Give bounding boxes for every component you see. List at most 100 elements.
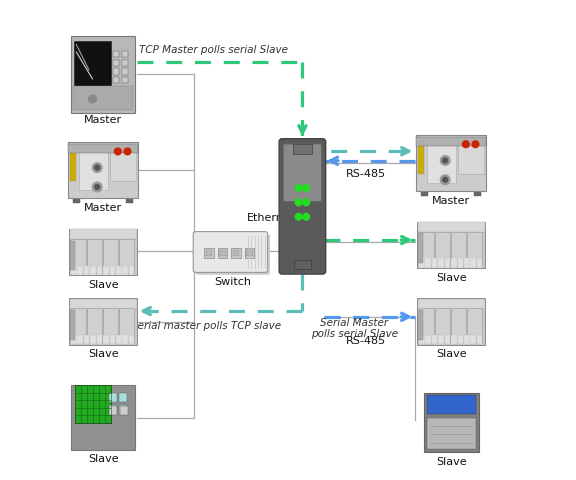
Circle shape xyxy=(303,185,310,192)
Bar xyxy=(218,248,228,258)
Bar xyxy=(71,239,86,274)
Bar xyxy=(109,145,136,181)
Bar xyxy=(70,310,75,340)
Bar xyxy=(438,335,444,345)
Bar xyxy=(87,308,102,343)
Bar xyxy=(457,258,463,268)
Bar xyxy=(418,299,485,309)
Circle shape xyxy=(303,214,310,220)
Bar xyxy=(451,258,457,268)
Circle shape xyxy=(89,95,96,103)
FancyBboxPatch shape xyxy=(283,144,321,202)
Bar xyxy=(113,69,119,75)
Bar xyxy=(69,144,138,154)
Bar xyxy=(116,335,122,345)
Bar xyxy=(435,308,450,343)
Bar xyxy=(426,258,431,268)
Text: Switch: Switch xyxy=(214,277,251,287)
Bar xyxy=(123,266,128,275)
Bar xyxy=(427,418,476,449)
Bar xyxy=(79,145,108,190)
Bar xyxy=(113,51,119,58)
Bar xyxy=(477,258,483,268)
Bar xyxy=(419,335,425,345)
Circle shape xyxy=(441,175,450,185)
Bar xyxy=(119,308,134,343)
Bar xyxy=(70,151,75,181)
Bar xyxy=(120,407,128,415)
Bar xyxy=(109,405,117,414)
Bar xyxy=(90,266,96,275)
FancyBboxPatch shape xyxy=(71,36,135,113)
Bar xyxy=(464,335,469,345)
Bar xyxy=(426,335,431,345)
Bar xyxy=(70,240,75,270)
Bar xyxy=(71,308,86,343)
Text: Ethernet: Ethernet xyxy=(247,214,295,223)
Text: Slave: Slave xyxy=(436,349,467,360)
Bar xyxy=(467,308,482,343)
FancyBboxPatch shape xyxy=(68,142,138,199)
Text: Master: Master xyxy=(84,203,122,213)
Bar xyxy=(206,250,213,256)
Text: Slave: Slave xyxy=(88,349,119,360)
Bar xyxy=(294,260,311,269)
Bar xyxy=(77,266,83,275)
Circle shape xyxy=(295,185,302,192)
Bar xyxy=(418,222,485,232)
Bar xyxy=(122,77,128,84)
Bar xyxy=(103,266,109,275)
Bar xyxy=(471,258,476,268)
Bar xyxy=(293,144,312,154)
Bar xyxy=(474,190,481,196)
Bar xyxy=(123,335,128,345)
Bar xyxy=(416,136,486,146)
Bar xyxy=(122,69,128,75)
Text: Slave: Slave xyxy=(436,457,467,467)
Bar xyxy=(119,239,134,274)
Circle shape xyxy=(115,148,121,155)
Text: RS-485: RS-485 xyxy=(346,169,386,179)
Bar xyxy=(451,231,466,266)
Bar xyxy=(119,394,127,402)
Bar xyxy=(90,335,96,345)
Bar xyxy=(233,250,239,256)
Bar xyxy=(113,60,119,66)
Bar xyxy=(70,229,137,239)
Circle shape xyxy=(92,182,102,192)
Circle shape xyxy=(124,148,131,155)
Bar xyxy=(129,266,134,275)
Bar xyxy=(70,299,137,309)
Bar xyxy=(103,239,118,274)
Bar xyxy=(246,250,253,256)
Bar xyxy=(471,335,476,345)
Circle shape xyxy=(95,184,100,189)
Bar xyxy=(432,335,437,345)
Bar xyxy=(427,138,456,182)
Circle shape xyxy=(303,199,310,206)
Bar xyxy=(77,335,83,345)
Bar xyxy=(75,385,111,422)
FancyBboxPatch shape xyxy=(417,298,485,345)
Text: Serial Master
polls serial Slave: Serial Master polls serial Slave xyxy=(310,318,398,339)
Circle shape xyxy=(463,141,469,148)
Bar xyxy=(231,248,241,258)
Text: RS-485: RS-485 xyxy=(346,336,386,346)
Bar xyxy=(87,239,102,274)
FancyBboxPatch shape xyxy=(196,234,270,275)
FancyBboxPatch shape xyxy=(416,135,487,191)
Bar xyxy=(457,335,463,345)
FancyBboxPatch shape xyxy=(417,222,485,268)
Text: Slave: Slave xyxy=(88,454,119,464)
FancyBboxPatch shape xyxy=(69,229,137,276)
Circle shape xyxy=(295,199,302,206)
Bar xyxy=(84,335,89,345)
Bar xyxy=(419,258,425,268)
Bar xyxy=(457,138,484,174)
Bar xyxy=(427,396,476,414)
Bar xyxy=(126,197,133,203)
FancyBboxPatch shape xyxy=(69,298,137,345)
Text: Slave: Slave xyxy=(436,273,467,283)
Text: Master: Master xyxy=(432,196,470,206)
FancyBboxPatch shape xyxy=(279,139,325,274)
